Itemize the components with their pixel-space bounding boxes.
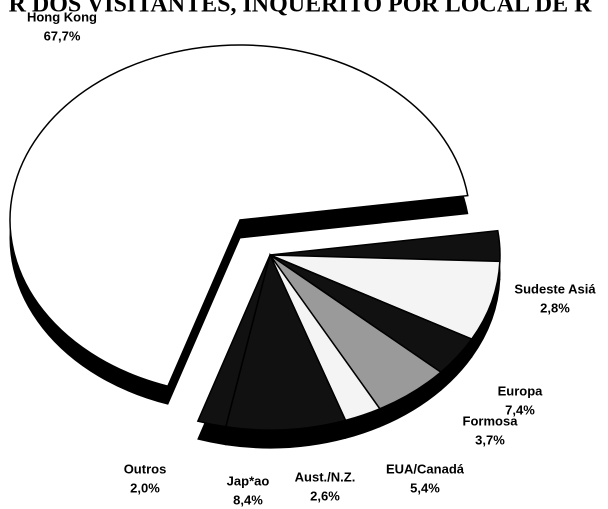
- slice-value-label: 2,6%: [310, 488, 340, 503]
- slice-label: Sudeste Asiá: [514, 281, 596, 296]
- slice-label: Formosa: [463, 413, 519, 428]
- slice: [224, 252, 347, 431]
- chart-title: R DOS VISITANTES, INQUÉRITO POR LOCAL DE…: [9, 0, 592, 18]
- slice-value-label: 2,0%: [130, 480, 160, 495]
- slice-value-label: 2,8%: [540, 300, 570, 315]
- slice-label: Jap*ao: [227, 473, 270, 488]
- slice-value-label: 5,4%: [410, 480, 440, 495]
- slice: [196, 254, 271, 428]
- slice-value-label: 8,4%: [233, 492, 263, 507]
- slice-label: Hong Kong: [27, 9, 97, 24]
- slice-value-label: 67,7%: [44, 28, 81, 43]
- slice-label: Europa: [498, 383, 544, 398]
- slice-value-label: 3,7%: [475, 432, 505, 447]
- slice-label: Outros: [124, 461, 167, 476]
- slice: [9, 44, 469, 388]
- slice: [269, 254, 501, 341]
- slice-value-label: 7,4%: [505, 402, 535, 417]
- slice-label: EUA/Canadá: [386, 461, 465, 476]
- slice-label: Aust./N.Z.: [295, 469, 356, 484]
